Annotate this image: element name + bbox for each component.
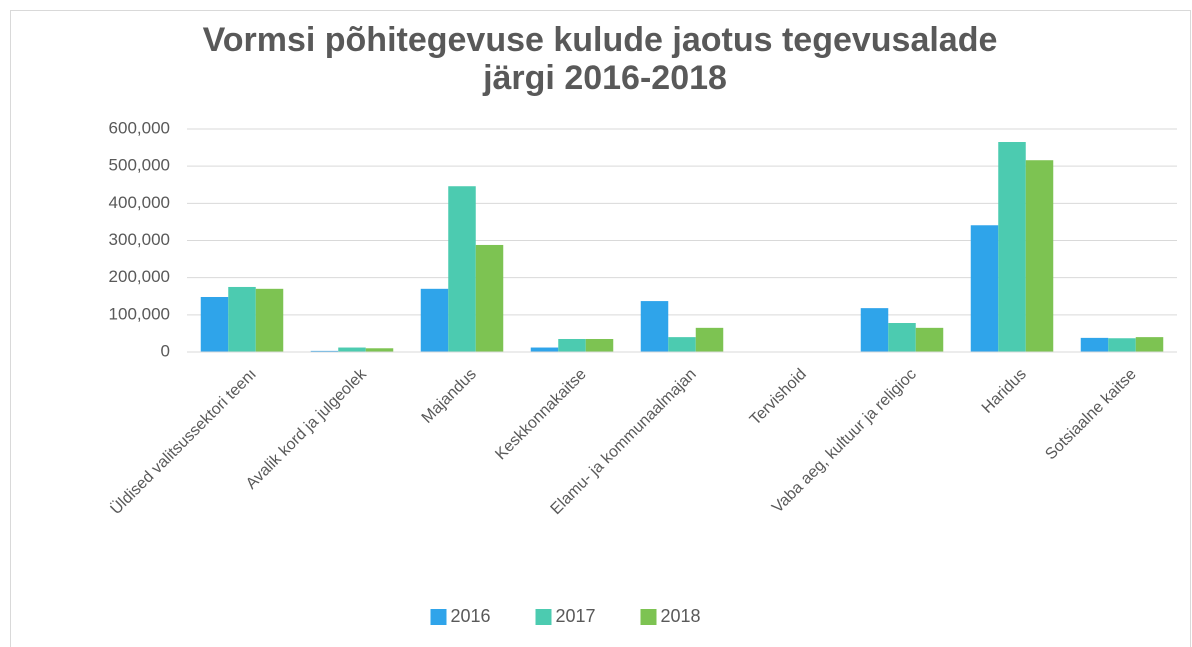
legend-swatch bbox=[640, 609, 657, 625]
legend-swatch bbox=[535, 609, 552, 625]
bar bbox=[558, 338, 586, 352]
bar bbox=[640, 301, 669, 352]
bar bbox=[228, 286, 256, 352]
bar bbox=[668, 337, 696, 352]
y-tick-label: 300,000 bbox=[109, 230, 170, 249]
y-tick-label: 400,000 bbox=[109, 193, 170, 212]
bar bbox=[200, 296, 229, 352]
bar bbox=[695, 327, 724, 352]
x-tick-label: Tervishoid bbox=[747, 366, 810, 429]
bar bbox=[915, 327, 944, 352]
legend-label: 2016 bbox=[451, 606, 491, 626]
bar bbox=[1135, 337, 1164, 352]
chart-title: Vormsi põhitegevuse kulude jaotus tegevu… bbox=[203, 21, 998, 59]
bar bbox=[420, 288, 449, 352]
bar bbox=[860, 308, 889, 352]
chart-title: järgi 2016-2018 bbox=[482, 59, 727, 97]
bar bbox=[365, 348, 394, 352]
x-tick-label: Üldised valitsussektori teenı bbox=[107, 365, 260, 518]
bar bbox=[1025, 160, 1054, 352]
bar bbox=[475, 244, 504, 352]
bar bbox=[970, 225, 999, 352]
bar bbox=[255, 288, 284, 352]
bar bbox=[888, 323, 916, 352]
x-tick-label: Sotsiaalne kaitse bbox=[1042, 366, 1140, 464]
y-tick-label: 200,000 bbox=[109, 267, 170, 286]
y-tick-label: 0 bbox=[161, 341, 170, 360]
bar bbox=[310, 350, 339, 352]
bar bbox=[448, 186, 476, 352]
legend-label: 2017 bbox=[556, 606, 596, 626]
y-tick-label: 500,000 bbox=[109, 156, 170, 175]
bar bbox=[585, 338, 614, 352]
legend-label: 2018 bbox=[661, 606, 701, 626]
bar bbox=[998, 142, 1026, 352]
bar bbox=[1108, 338, 1136, 352]
x-tick-label: Keskkonnakaitse bbox=[492, 366, 590, 464]
legend-swatch bbox=[430, 609, 447, 625]
x-tick-label: Avalik kord ja julgeolek bbox=[243, 365, 371, 493]
bar bbox=[530, 347, 559, 352]
y-tick-label: 600,000 bbox=[109, 118, 170, 137]
bar bbox=[1080, 337, 1109, 352]
x-tick-label: Haridus bbox=[979, 366, 1030, 417]
y-tick-label: 100,000 bbox=[109, 304, 170, 323]
bar bbox=[338, 347, 366, 352]
chart-border bbox=[10, 10, 1191, 647]
x-tick-label: Majandus bbox=[419, 366, 480, 427]
